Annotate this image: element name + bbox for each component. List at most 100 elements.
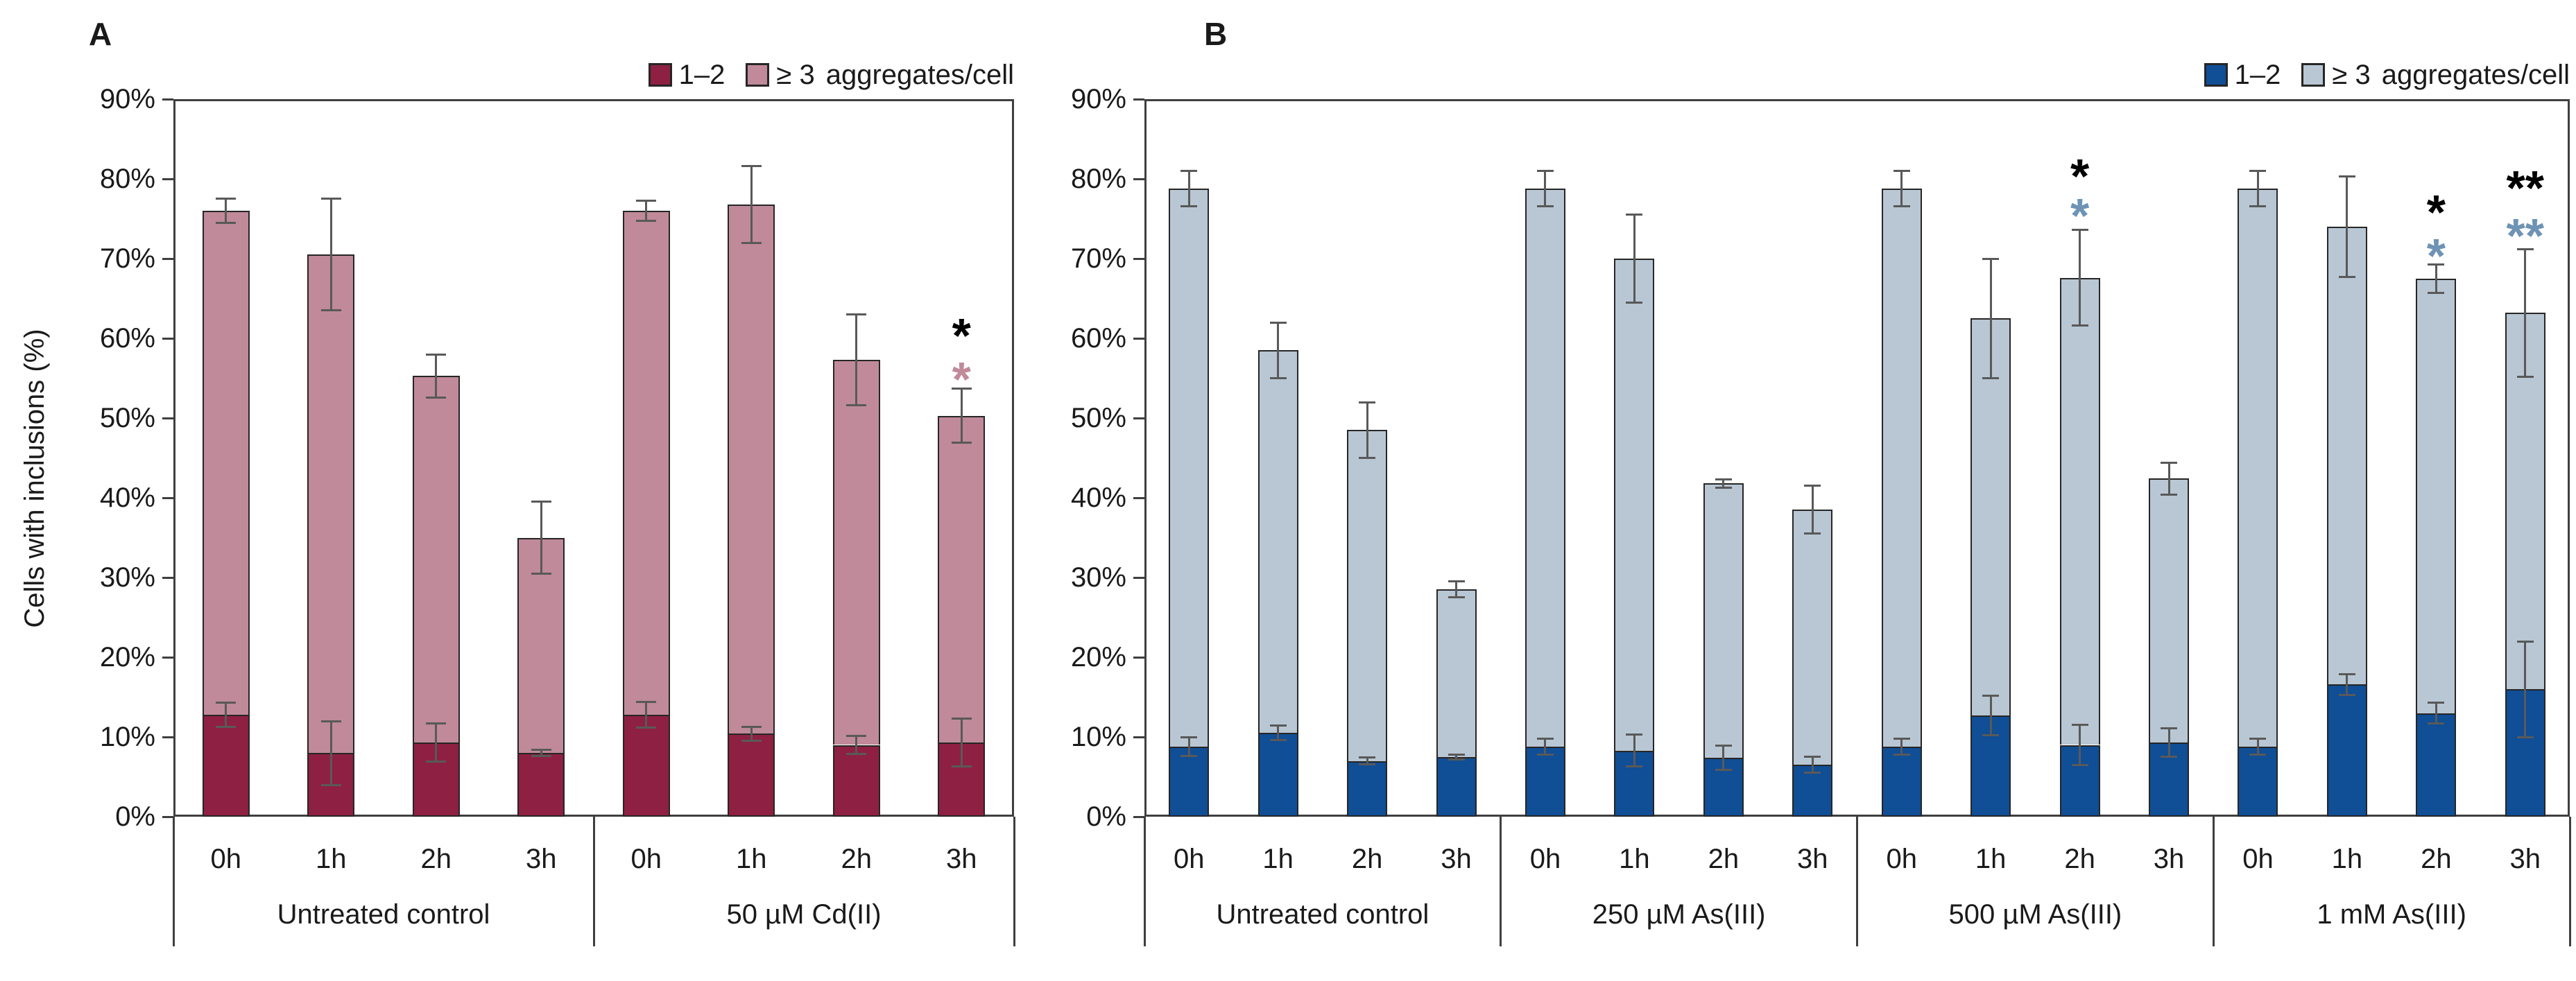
bar-segment-3plus [832,360,880,745]
bar-segment-1-2 [1169,746,1210,817]
y-tick-label: 50% [1070,403,1126,433]
y-tick-mark [162,576,173,579]
error-bar-line [2346,176,2349,277]
error-bar-cap [846,735,867,738]
error-bar-line [540,749,542,756]
x-tick-label: 1h [736,844,767,874]
y-tick-label: 80% [1070,164,1126,194]
category-divider [1013,817,1015,946]
error-bar-cap [2516,736,2534,738]
error-bar-line [2435,702,2437,724]
category-divider [1143,817,1146,946]
error-bar-line [2524,249,2527,377]
error-bar-cap [216,221,237,224]
error-bar-cap [1893,170,1910,172]
bar-segment-1-2 [1614,750,1655,817]
error-bar-cap [1180,205,1198,207]
error-bar-cap [1269,377,1287,379]
error-bar-cap [1359,756,1376,759]
legend-swatch-3plus [746,63,770,87]
bar-segment-3plus [1614,259,1655,751]
error-bar-line [2435,264,2437,293]
group-label: 50 µM Cd(II) [726,899,882,930]
y-tick-label: 10% [99,722,155,752]
error-bar-cap [1804,772,1821,774]
panel-a-legend: 1–2 ≥ 3 aggregates/cell [648,57,1014,93]
error-bar-cap [1893,753,1910,756]
error-bar-cap [1982,257,2000,260]
error-bar-cap [951,718,972,720]
error-bar-line [2167,462,2170,495]
y-tick-mark [162,257,173,260]
bar-segment-1-2 [2416,713,2457,817]
error-bar-cap [1180,755,1198,758]
y-tick-mark [162,98,173,101]
error-bar-cap [846,752,867,755]
bar-segment-3plus [1169,188,1210,747]
plot-area [1144,99,2570,817]
x-tick-label: 2h [2064,844,2095,874]
error-bar-cap [426,396,447,399]
bar-segment-3plus [938,415,986,743]
y-tick-label: 90% [99,84,155,114]
error-bar-cap [1448,596,1465,599]
error-bar-cap [320,309,341,312]
bar-segment-3plus [307,254,355,753]
error-bar-line [225,702,227,727]
error-bar-cap [1359,401,1376,403]
error-bar-cap [1269,724,1287,727]
y-tick-label: 80% [99,164,155,194]
bar-segment-1-2 [2505,689,2545,817]
bar-segment-3plus [1703,483,1744,758]
error-bar-line [1277,322,1280,379]
error-bar-line [1900,171,1903,207]
bar-segment-3plus [2326,227,2367,685]
error-bar-cap [741,740,762,743]
bar-segment-1-2 [2326,684,2367,817]
error-bar-cap [2071,229,2088,232]
bar-segment-1-2 [1703,757,1744,817]
error-bar-line [2079,724,2081,765]
error-bar-cap [741,725,762,728]
error-bar-line [750,166,753,243]
category-divider [2212,817,2215,946]
bar-segment-3plus [622,211,670,715]
error-bar-cap [2071,324,2088,327]
error-bar-line [2346,674,2349,695]
error-bar-cap [2161,461,2178,464]
group-label: Untreated control [1216,899,1429,930]
y-tick-label: 0% [1086,801,1126,832]
bar-segment-1-2 [2149,743,2190,817]
error-bar-cap [1359,763,1376,765]
bar-segment-3plus [1436,589,1477,757]
category-divider [2568,817,2571,946]
error-bar-cap [2428,722,2445,724]
error-bar-cap [216,702,237,704]
error-bar-cap [951,442,972,444]
error-bar-cap [1715,486,1732,489]
error-bar-cap [2428,291,2445,294]
y-tick-label: 60% [1070,323,1126,354]
x-tick-label: 3h [2153,844,2185,874]
error-bar-cap [2428,263,2445,266]
x-tick-label: 3h [526,844,557,874]
error-bar-cap [1893,205,1910,207]
x-tick-label: 0h [630,844,662,874]
bar-segment-3plus [1970,318,2011,715]
error-bar-line [1544,171,1547,207]
legend-swatch-1-2 [648,63,672,87]
error-bar-line [1989,695,1992,736]
error-bar-cap [2071,763,2088,766]
group-label: 500 µM As(III) [1948,899,2122,930]
y-tick-mark [1133,576,1144,579]
error-bar-line [2256,171,2259,207]
bar-segment-1-2 [1970,715,2011,817]
legend-label-1-2: 1–2 [678,59,725,90]
significance-marker: ** [2506,161,2545,215]
y-tick-mark [162,815,173,818]
error-bar-cap [2249,205,2267,207]
error-bar-cap [320,720,341,722]
bar-segment-3plus [728,204,775,734]
legend-suffix: aggregates/cell [825,59,1014,90]
